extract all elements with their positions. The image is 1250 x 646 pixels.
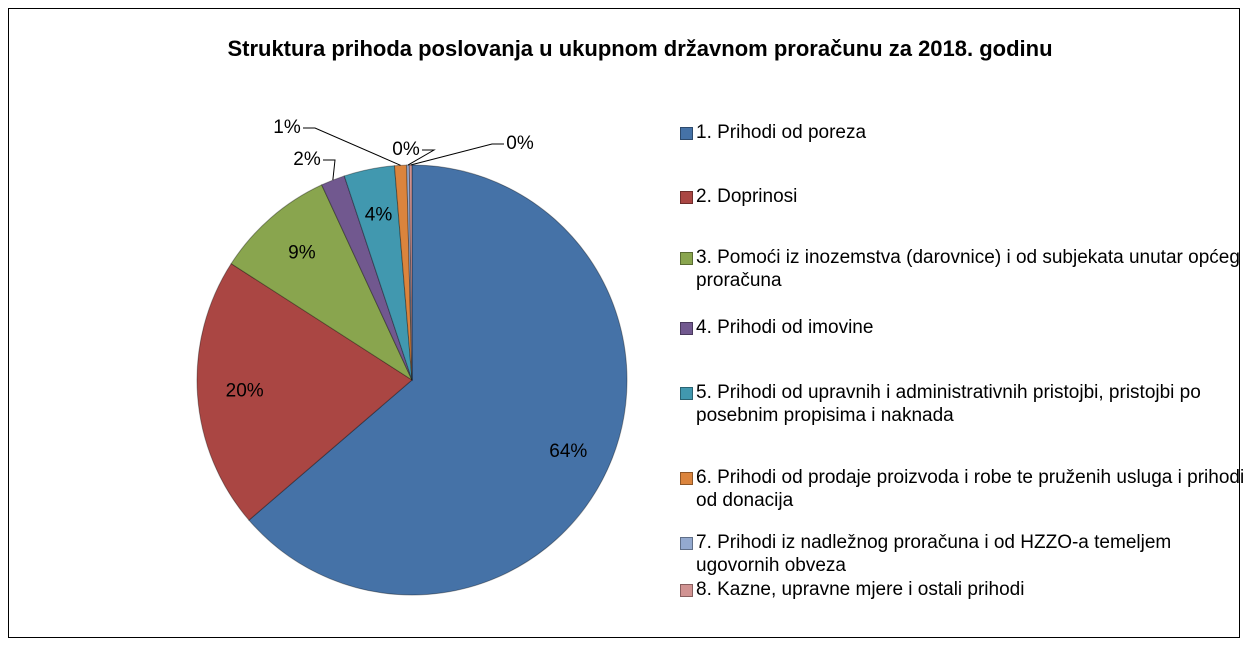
data-label: 4%: [365, 205, 393, 226]
legend-item: 3. Pomoći iz inozemstva (darovnice) i od…: [680, 246, 1246, 292]
legend-swatch: [680, 537, 693, 550]
legend-item: 7. Prihodi iz nadležnog proračuna i od H…: [680, 531, 1246, 577]
data-label: 20%: [226, 381, 264, 402]
data-label: 0%: [506, 133, 534, 154]
data-label: 1%: [273, 117, 301, 138]
legend-swatch: [680, 584, 693, 597]
legend-item: 5. Prihodi od upravnih i administrativni…: [680, 381, 1246, 427]
data-label: 64%: [549, 441, 587, 462]
legend-item: 1. Prihodi od poreza: [680, 121, 1246, 144]
pie-slice: [248, 164, 628, 596]
legend-item: 8. Kazne, upravne mjere i ostali prihodi: [680, 578, 1246, 601]
legend-swatch: [680, 322, 693, 335]
legend-swatch: [680, 252, 693, 265]
legend-label: 6. Prihodi od prodaje proizvoda i robe t…: [696, 467, 1245, 511]
legend-label: 2. Doprinosi: [696, 186, 798, 207]
legend-label: 7. Prihodi iz nadležnog proračuna i od H…: [696, 532, 1172, 576]
pie-slice: [343, 165, 413, 381]
data-label: 0%: [392, 139, 420, 160]
legend-item: 6. Prihodi od prodaje proizvoda i robe t…: [680, 466, 1246, 512]
data-label: 2%: [293, 149, 321, 170]
leader-line: [303, 127, 401, 166]
legend-label: 4. Prihodi od imovine: [696, 317, 874, 338]
legend-swatch: [680, 472, 693, 485]
legend-label: 3. Pomoći iz inozemstva (darovnice) i od…: [696, 247, 1240, 291]
pie-slice: [393, 164, 413, 381]
legend-label: 8. Kazne, upravne mjere i ostali prihodi: [696, 579, 1025, 600]
leader-line: [410, 143, 504, 166]
leader-line: [323, 159, 336, 181]
legend-item: 2. Doprinosi: [680, 185, 1246, 208]
legend-swatch: [680, 191, 693, 204]
pie-slice: [406, 164, 413, 381]
legend-swatch: [680, 387, 693, 400]
data-label: 9%: [288, 243, 316, 264]
leader-line: [407, 149, 436, 166]
legend-label: 1. Prihodi od poreza: [696, 122, 867, 143]
chart-border: [8, 8, 1240, 638]
legend-swatch: [680, 127, 693, 140]
legend-label: 5. Prihodi od upravnih i administrativni…: [696, 382, 1201, 426]
pie-slice: [196, 262, 413, 521]
chart-title: Struktura prihoda poslovanja u ukupnom d…: [227, 36, 1053, 61]
legend-item: 4. Prihodi od imovine: [680, 316, 1246, 339]
pie-slice: [230, 184, 414, 382]
